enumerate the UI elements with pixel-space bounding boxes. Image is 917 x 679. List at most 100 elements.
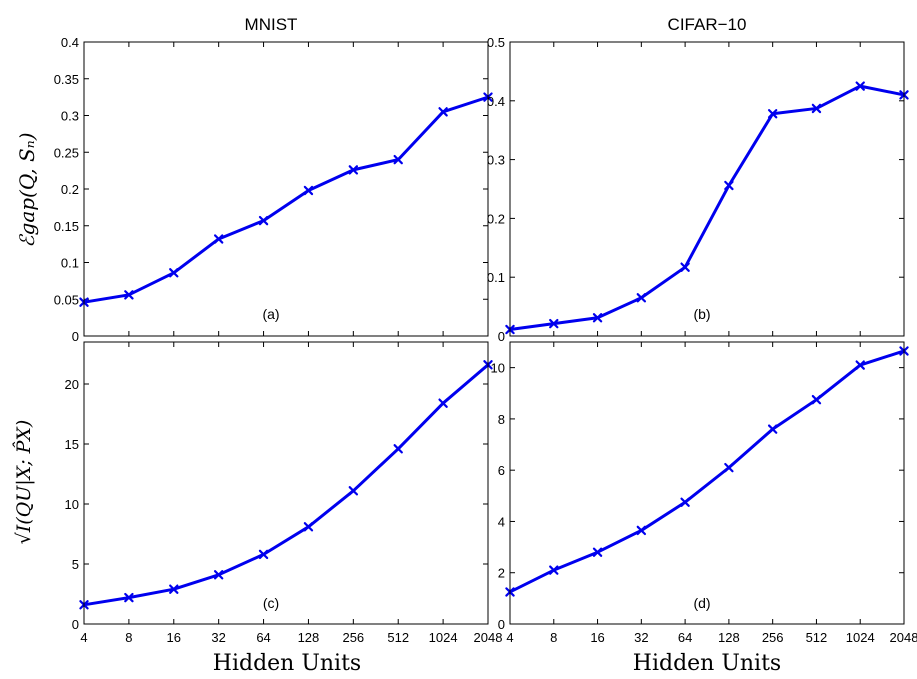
ytick-label: 20 [65,377,79,392]
data-point [258,549,269,560]
ytick-label: 0.2 [61,182,79,197]
data-point [636,525,647,536]
data-point [438,107,448,117]
panel-a-marks [79,92,493,307]
data-point [348,165,359,175]
ytick-label: 2 [498,566,505,581]
data-point [348,486,359,496]
data-point [549,565,559,575]
data-point [636,293,647,303]
ytick-label: 0.4 [487,94,505,109]
data-point [767,109,778,119]
ytick-label: 0.4 [61,35,79,50]
data-point [438,398,448,408]
xtick-label: 4 [80,630,87,645]
panel-b-cifar-gap: CIFAR−10 0 0.1 0.2 0.3 0.4 0.5 (b) [487,15,909,344]
data-point [124,592,134,603]
panel-d-marks [505,346,909,597]
data-point [592,547,603,557]
data-point [592,313,603,323]
xtick-label: 4 [506,630,513,645]
data-point [258,215,269,226]
panel-d-label: (d) [693,595,710,611]
xtick-label: 64 [256,630,270,645]
panel-c-label: (c) [263,595,279,611]
ytick-label: 0 [72,617,79,632]
data-point [393,154,403,165]
ytick-label: 0.1 [61,256,79,271]
panel-b-marks [505,81,909,335]
panel-a-label: (a) [262,306,279,322]
xtick-label: 256 [762,630,784,645]
panel-d-cifar-mi: 0 2 4 6 8 10 4 8 16 32 64 128 256 512 1024 2048 (d) Hid… [491,341,917,676]
panel-c-marks [79,360,493,610]
panel-title-mnist: MNIST [245,15,298,34]
data-point [767,424,778,434]
series-line [508,84,906,332]
panel-d-ticks: 0 2 4 6 8 10 4 8 16 32 64 128 256 512 1024 2048 [491,342,917,645]
xtick-label: 512 [387,630,409,645]
panel-a-ticks: 0 0.05 0.1 0.15 0.2 0.25 0.3 0.35 0.4 [54,35,489,344]
ytick-label: 0.35 [54,72,79,87]
data-point [213,234,224,244]
ytick-label: 15 [65,437,79,452]
panel-b-axes [509,41,905,337]
panel-d-axes [509,341,905,625]
panel-c-axes [83,341,489,625]
y-axis-label-mi: √I(QU|X; P̂X) [13,420,35,545]
panel-a-mnist-gap: MNIST 0 0.05 0.1 0.15 0.2 0.25 0.3 0.35 0.4 (a) [54,15,493,344]
ytick-label: 0 [72,329,79,344]
series-line [508,349,906,594]
ytick-label: 5 [72,557,79,572]
xtick-label: 2048 [474,630,503,645]
data-point [169,268,179,278]
xtick-label: 8 [550,630,557,645]
ytick-label: 0.05 [54,292,79,307]
ytick-label: 0.25 [54,145,79,160]
series-line [82,363,490,607]
xtick-label: 16 [167,630,181,645]
data-point [811,103,822,114]
xtick-label: 64 [678,630,692,645]
xtick-label: 1024 [846,630,875,645]
data-point [855,360,865,370]
ytick-label: 0.3 [487,153,505,168]
ytick-label: 10 [65,497,79,512]
panel-b-label: (b) [693,306,710,322]
data-point [124,290,134,300]
xtick-label: 32 [634,630,648,645]
data-point [303,185,314,196]
ytick-label: 4 [498,514,505,529]
data-point [811,394,822,405]
ytick-label: 0.1 [487,270,505,285]
xtick-label: 8 [125,630,132,645]
xtick-label: 2048 [890,630,917,645]
data-point [724,462,734,473]
data-point [680,262,690,272]
series-line [82,95,490,304]
panel-a-axes [83,41,489,337]
data-point [303,522,314,532]
panel-b-ticks: 0 0.1 0.2 0.3 0.4 0.5 [487,35,905,344]
ytick-label: 0.3 [61,109,79,124]
data-point [680,497,690,507]
xtick-label: 512 [806,630,828,645]
x-axis-label-left: Hidden Units [213,651,361,676]
ytick-label: 0.5 [487,35,505,50]
data-point [549,318,559,329]
ytick-label: 8 [498,412,505,427]
data-point [393,444,403,454]
data-point [855,81,865,91]
y-axis-label-gap: ℰgap(Q, Sₙ) [15,132,39,247]
xtick-label: 128 [718,630,740,645]
data-point [213,570,224,580]
data-point [724,180,734,191]
data-point [169,584,179,594]
x-axis-label-right: Hidden Units [633,651,781,676]
ytick-label: 0.15 [54,219,79,234]
xtick-label: 32 [211,630,225,645]
ytick-label: 0 [498,329,505,344]
